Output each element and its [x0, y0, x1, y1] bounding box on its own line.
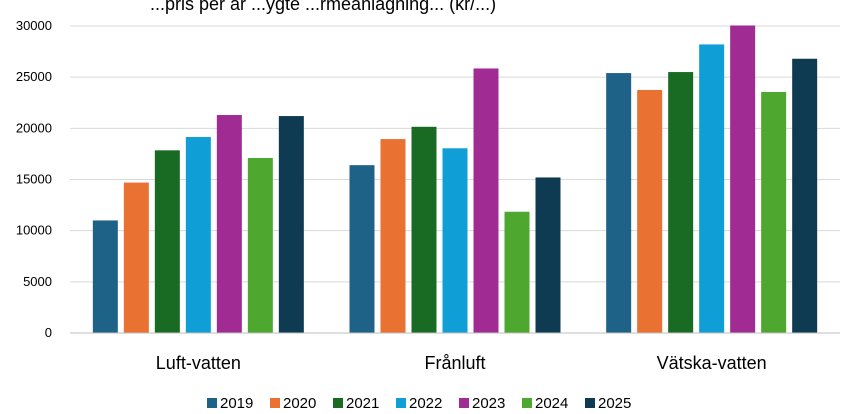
bar-2023-frånluft [473, 68, 499, 334]
chart-title: ...pris per år ...ygte ...rmeanlägning..… [150, 0, 496, 14]
y-tick-label: 5000 [23, 274, 52, 289]
legend-label: 2019 [220, 395, 253, 412]
legend-item: 2022 [396, 395, 442, 412]
legend-label: 2024 [535, 395, 568, 412]
legend-swatch [585, 398, 595, 408]
y-tick-label: 30000 [16, 18, 52, 33]
bar-2020-frånluft [380, 139, 406, 333]
x-axis-categories: Luft-vatten Frånluft Vätska-vatten [156, 353, 767, 373]
bar-2024-luft-vatten [247, 158, 273, 333]
bar-2022-vätska-vatten [699, 44, 725, 334]
bar-2024-vätska-vatten [761, 92, 787, 333]
legend-item: 2020 [270, 395, 316, 412]
y-tick-label: 20000 [16, 120, 52, 135]
bar-2021-vätska-vatten [668, 72, 694, 334]
bar-2023-luft-vatten [216, 115, 242, 333]
legend-label: 2020 [283, 395, 316, 412]
bar-2021-luft-vatten [154, 150, 180, 333]
legend-label: 2022 [409, 395, 442, 412]
legend-item: 2019 [207, 395, 253, 412]
bar-2022-luft-vatten [185, 137, 211, 333]
legend-label: 2025 [598, 395, 631, 412]
x-category-label: Luft-vatten [156, 353, 241, 373]
legend-swatch [459, 398, 469, 408]
legend-item: 2025 [585, 395, 631, 412]
legend-swatch [270, 398, 280, 408]
y-tick-label: 10000 [16, 223, 52, 238]
bar-2020-luft-vatten [123, 182, 149, 333]
bar-2019-frånluft [349, 165, 375, 333]
bars [92, 25, 818, 334]
bar-2025-luft-vatten [278, 116, 304, 333]
x-category-label: Vätska-vatten [657, 353, 767, 373]
legend-swatch [333, 398, 343, 408]
x-category-label: Frånluft [424, 353, 485, 373]
legend-swatch [396, 398, 406, 408]
bar-2025-vätska-vatten [792, 58, 818, 333]
y-axis-ticks: 0 5000 10000 15000 20000 25000 30000 [16, 18, 52, 340]
y-tick-label: 15000 [16, 172, 52, 187]
bar-2019-luft-vatten [92, 220, 118, 333]
legend-swatch [522, 398, 532, 408]
bar-2020-vätska-vatten [637, 89, 663, 333]
bar-2025-frånluft [535, 177, 561, 333]
bar-2023-vätska-vatten [730, 25, 756, 333]
legend-item: 2021 [333, 395, 379, 412]
y-tick-label: 25000 [16, 69, 52, 84]
legend-item: 2023 [459, 395, 505, 412]
legend-label: 2021 [346, 395, 379, 412]
bar-2019-vätska-vatten [606, 73, 632, 333]
legend-item: 2024 [522, 395, 568, 412]
bar-2021-frånluft [411, 126, 437, 333]
bar-2022-frånluft [442, 148, 468, 333]
bar-2024-frånluft [504, 211, 530, 333]
legend: 2019 2020 2021 2022 2023 2024 2025 [207, 395, 631, 412]
legend-swatch [207, 398, 217, 408]
y-tick-label: 0 [45, 325, 52, 340]
legend-label: 2023 [472, 395, 505, 412]
